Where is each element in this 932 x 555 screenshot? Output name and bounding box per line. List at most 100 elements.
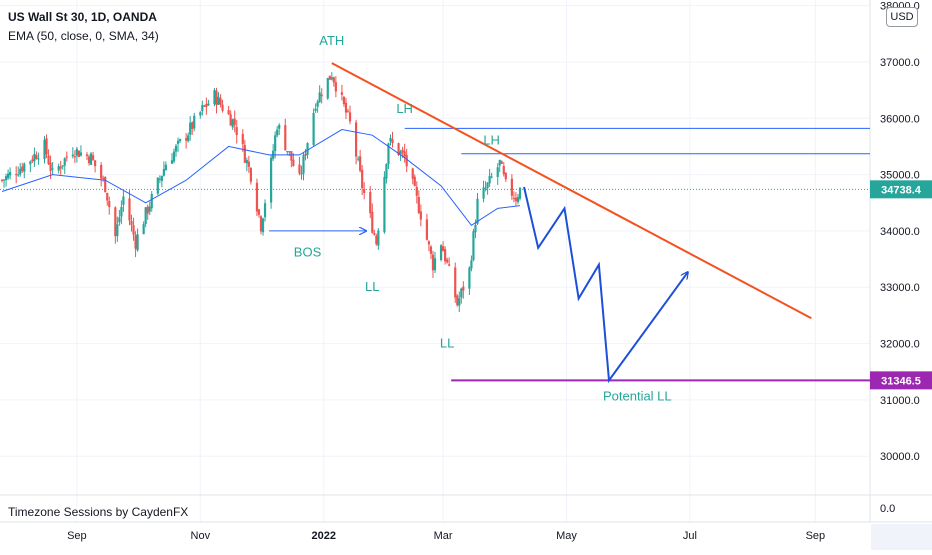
candle-body: [207, 103, 210, 106]
candle: [373, 229, 376, 236]
candle-body: [482, 187, 485, 199]
candle-body: [344, 102, 348, 113]
candle: [87, 154, 91, 166]
candle: [100, 162, 103, 187]
candle-body: [227, 110, 230, 115]
candle: [486, 182, 489, 195]
candle: [91, 151, 95, 161]
candle: [229, 110, 232, 126]
candle-body: [314, 108, 317, 111]
candle-body: [201, 105, 204, 112]
candle-body: [193, 115, 196, 129]
candle-body: [21, 166, 24, 171]
candle-body: [142, 224, 145, 235]
candle-body: [130, 221, 133, 225]
candle: [21, 162, 24, 173]
candle: [191, 121, 194, 135]
candle-body: [259, 216, 263, 232]
candle-body: [373, 233, 376, 235]
candle-body: [456, 295, 459, 306]
candle: [114, 206, 117, 244]
current-price-tag-text: 34738.4: [881, 184, 922, 196]
candle: [444, 246, 447, 265]
candle-body: [199, 112, 202, 116]
candle-body: [387, 143, 390, 164]
candle: [272, 144, 275, 161]
candle: [2, 178, 6, 188]
candle-body: [377, 230, 380, 246]
candle-body: [136, 234, 139, 251]
candle-body: [470, 260, 473, 269]
candle-body: [170, 160, 174, 164]
candle-body: [284, 125, 287, 151]
candle: [85, 152, 89, 161]
candle-body: [290, 151, 293, 161]
candle-body: [100, 164, 103, 179]
candle-body: [518, 187, 522, 199]
candle: [19, 163, 22, 177]
candle-body: [45, 138, 48, 155]
candle-body: [120, 207, 123, 217]
candle-body: [156, 177, 159, 194]
candle: [460, 287, 463, 304]
candle: [172, 148, 176, 164]
candle-body: [37, 158, 40, 160]
candle: [500, 160, 503, 165]
candle-body: [203, 105, 206, 107]
candle-body: [9, 172, 12, 176]
candle: [227, 105, 230, 115]
candle: [383, 171, 386, 234]
candle: [102, 175, 105, 182]
candle: [255, 178, 259, 217]
projection-path: [523, 186, 688, 384]
candle: [375, 233, 378, 246]
candle: [276, 126, 279, 138]
candle-body: [160, 175, 163, 181]
candle: [484, 181, 487, 192]
candle-body: [73, 156, 76, 158]
candle: [235, 120, 238, 144]
candle-body: [217, 96, 220, 105]
ema-legend[interactable]: EMA (50, close, 0, SMA, 34): [8, 29, 159, 43]
candle-body: [4, 176, 8, 181]
candle-body: [57, 166, 60, 171]
candle-body: [504, 172, 507, 180]
indicator-pane-label[interactable]: Timezone Sessions by CaydenFX: [8, 505, 189, 519]
candle-body: [77, 150, 81, 157]
currency-button[interactable]: USD: [886, 7, 918, 27]
candle: [130, 214, 133, 232]
candle-body: [516, 197, 520, 203]
candle-body: [132, 225, 135, 235]
candle: [108, 196, 111, 215]
axis-settings-corner[interactable]: [871, 524, 932, 550]
candle: [122, 191, 125, 212]
ema-line: [1, 129, 521, 226]
candle-body: [334, 82, 337, 92]
candle-body: [93, 160, 97, 167]
x-tick-label: May: [556, 530, 577, 542]
candle-body: [429, 246, 433, 254]
candle: [328, 75, 331, 80]
candle-body: [433, 258, 437, 271]
candle-body: [205, 103, 208, 107]
candle-body: [369, 191, 372, 214]
symbol-title[interactable]: US Wall St 30, 1D, OANDA: [8, 10, 157, 24]
candle: [504, 172, 507, 182]
candle-body: [215, 90, 218, 106]
candle-body: [286, 151, 289, 153]
candle-body: [189, 122, 192, 135]
pane-zero-label: 0.0: [880, 503, 895, 515]
candle-body: [441, 246, 445, 252]
candle-body: [304, 153, 307, 156]
candle-body: [359, 156, 362, 171]
x-tick-label: Sep: [806, 530, 826, 542]
candle: [502, 162, 505, 177]
candle-body: [23, 163, 26, 172]
candle: [330, 72, 333, 81]
candle: [514, 192, 518, 206]
candle: [0, 178, 4, 183]
candle: [403, 143, 406, 163]
candle-body: [245, 160, 248, 164]
